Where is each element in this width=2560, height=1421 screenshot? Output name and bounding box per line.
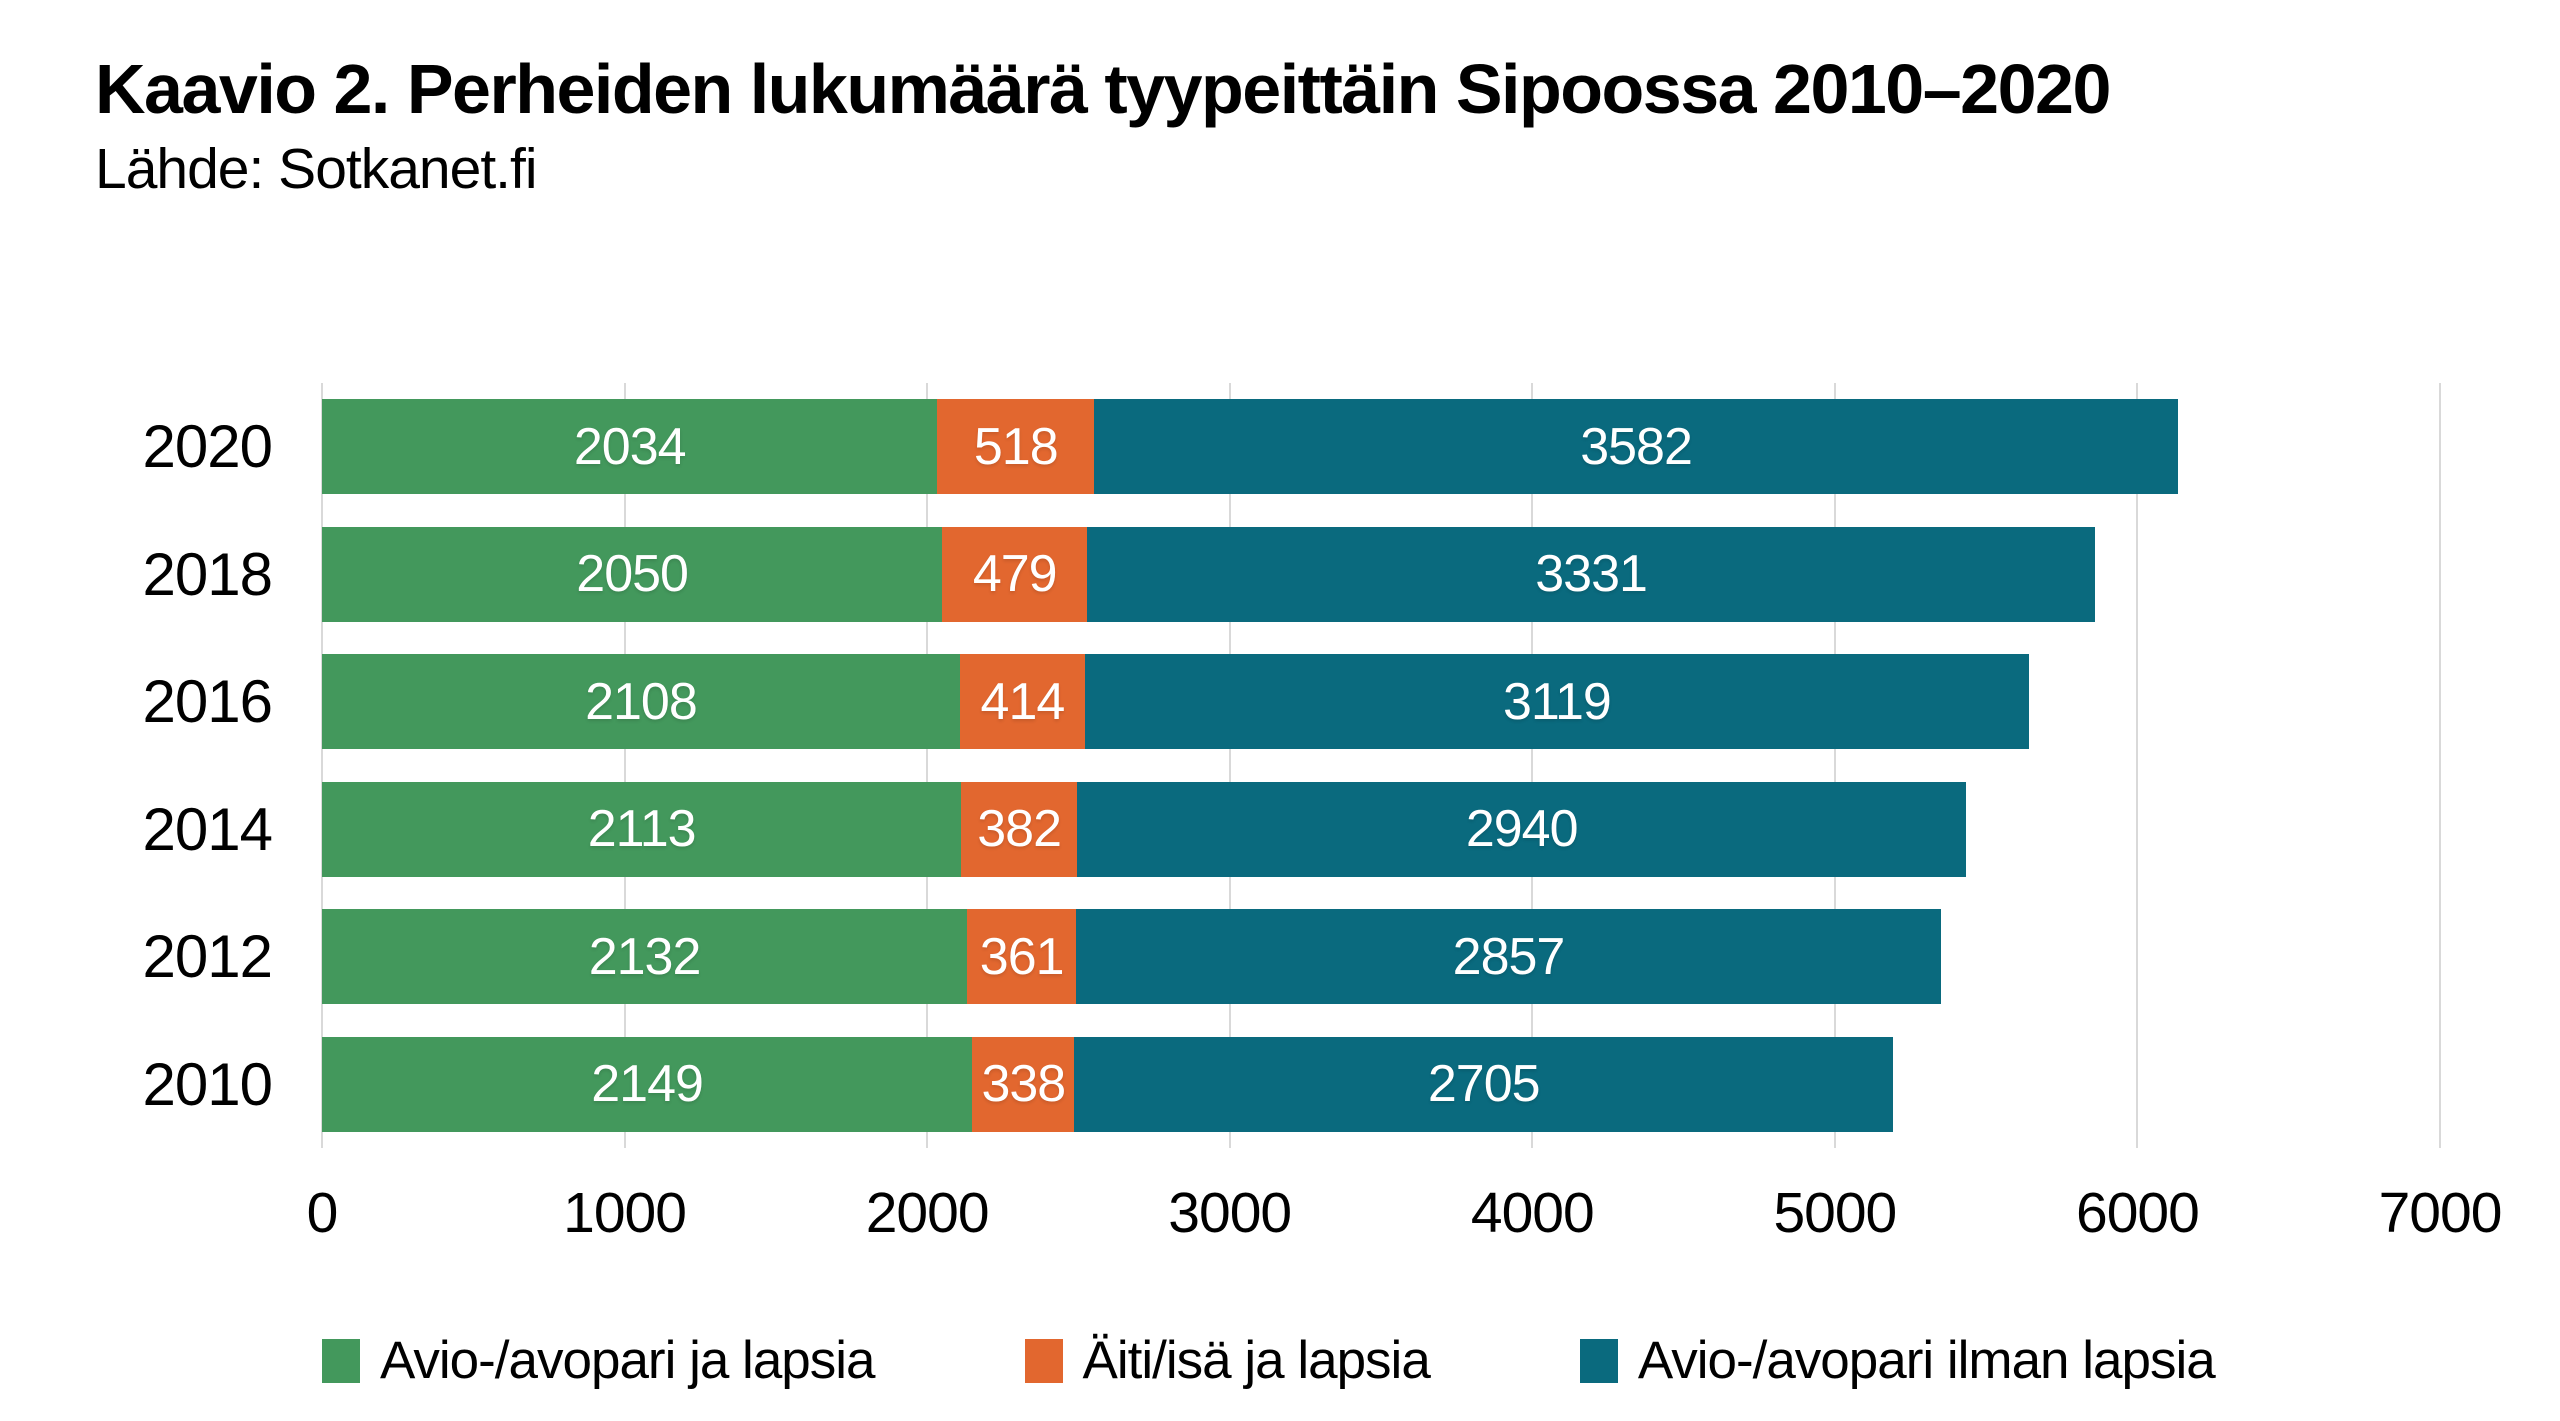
bar-segment: 3331 [1087,526,2096,622]
bar-segment: 361 [967,909,1077,1005]
x-axis-tick-label: 6000 [2076,1181,2200,1245]
bar-segment: 414 [959,654,1086,750]
gridline [1531,383,1534,1148]
bar-segment: 2940 [1076,781,1967,877]
x-axis-tick-label: 2000 [865,1181,990,1245]
y-axis-label: 2018 [142,540,273,608]
bar-segment: 3119 [1085,654,2029,750]
bar-row-2014: 2014 2113 382 2940 [143,781,2440,877]
bar-value-label: 414 [980,672,1066,731]
bar-segment: 2113 [322,781,962,877]
legend-item: Avio-/avopari ja lapsia [322,1330,876,1391]
legend-swatch [1024,1338,1063,1383]
bar-value-label: 2940 [1465,800,1579,859]
gridline [2439,383,2441,1148]
bar-value-label: 3582 [1580,417,1693,476]
y-axis-label: 2020 [142,413,273,481]
bar-segment: 338 [972,1036,1075,1132]
bar-value-label: 361 [979,927,1065,986]
legend: Avio-/avopari ja lapsia Äiti/isä ja lapsi… [322,1330,2560,1391]
chart-title: Kaavio 2. Perheiden lukumäärä tyypeittäi… [95,50,2111,128]
bar-value-label: 2034 [573,417,687,476]
gridline [1833,383,1836,1148]
legend-label: Äiti/isä ja lapsia [1082,1331,1431,1390]
bar-value-label: 479 [972,545,1058,604]
bar-value-label: 382 [977,800,1062,859]
bar-value-label: 2113 [587,800,697,859]
bar-row-2012: 2012 2132 361 2857 [143,909,2440,1005]
bar-value-label: 518 [973,417,1059,476]
bar-segment: 3582 [1094,399,2178,495]
legend-item: Äiti/isä ja lapsia [1024,1330,1431,1391]
y-axis-label: 2014 [142,795,273,863]
bar-row-2018: 2018 2050 479 3331 [143,526,2440,622]
gridline [2136,383,2139,1148]
bar-segment: 382 [961,781,1077,877]
bar-segment: 2034 [322,399,938,495]
x-axis-tick-label: 1000 [563,1181,687,1245]
x-axis-tick-label: 0 [306,1181,339,1245]
legend-swatch [1579,1338,1618,1383]
gridline [321,383,323,1148]
chart-header: Kaavio 2. Perheiden lukumäärä tyypeittäi… [0,0,2560,202]
x-axis-tick-label: 3000 [1168,1181,1292,1245]
bar-row-2016: 2016 2108 414 3119 [143,654,2440,750]
bar-segment: 2149 [322,1036,973,1132]
bar-row-2010: 2010 2149 338 2705 [143,1036,2440,1132]
bar-segment: 2857 [1076,909,1941,1005]
x-axis-tick-label: 5000 [1773,1181,1897,1245]
legend-swatch [322,1338,360,1383]
legend-label: Avio-/avopari ilman lapsia [1637,1331,2216,1390]
bar-value-label: 2149 [591,1055,704,1114]
bar-segment: 2705 [1074,1036,1893,1132]
bar-segment: 479 [942,526,1088,622]
legend-label: Avio-/avopari ja lapsia [380,1331,876,1390]
chart-source: Lähde: Sotkanet.fi [95,136,538,201]
bar-segment: 2108 [322,654,960,750]
gridline [623,383,626,1148]
y-axis-label: 2016 [142,668,273,736]
legend-item: Avio-/avopari ilman lapsia [1579,1330,2216,1391]
bar-value-label: 2857 [1452,927,1566,986]
y-axis-label: 2010 [142,1050,273,1118]
bar-rows: 2020 2034 518 3582 2018 2050 479 3331 2016 2108 41… [143,383,2440,1148]
gridlines [321,383,2441,1148]
bar-value-label: 3331 [1535,545,1648,604]
x-axis-tick-label: 4000 [1470,1181,1595,1245]
bar-value-label: 2132 [588,927,702,986]
bar-value-label: 3119 [1503,672,1612,731]
bar-value-label: 2050 [576,545,689,604]
bar-value-label: 338 [981,1055,1066,1114]
gridline [1228,383,1231,1148]
plot-area: 2020 2034 518 3582 2018 2050 479 3331 2016 2108 41… [143,383,2441,1148]
x-axis: 0 1000 2000 3000 4000 5000 6000 7000 [307,1180,2503,1252]
y-axis-label: 2012 [142,923,273,991]
gridline [926,383,929,1148]
bar-row-2020: 2020 2034 518 3582 [143,399,2440,495]
bar-segment: 2050 [322,526,943,622]
bar-value-label: 2705 [1427,1055,1541,1114]
x-axis-tick-label: 7000 [2378,1181,2503,1245]
bar-segment: 2132 [322,909,968,1005]
bar-segment: 518 [937,399,1095,495]
bar-value-label: 2108 [585,672,698,731]
stacked-bar-chart: 2020 2034 518 3582 2018 2050 479 3331 2016 2108 41… [0,383,2560,1391]
